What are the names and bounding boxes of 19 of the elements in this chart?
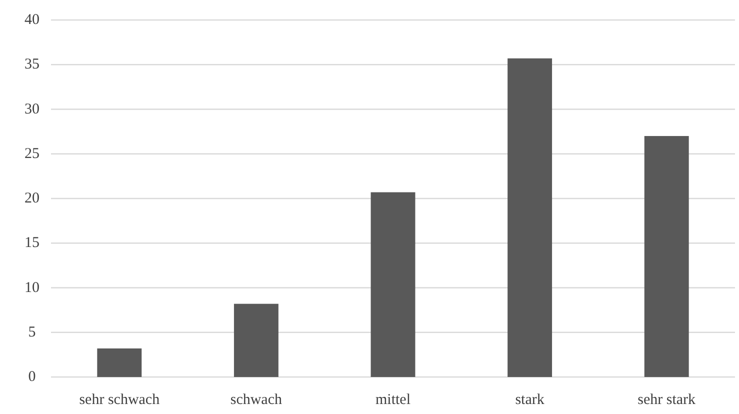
y-tick-label: 30 — [24, 101, 40, 118]
x-tick-label: sehr stark — [638, 392, 696, 408]
y-tick-label: 20 — [24, 190, 40, 206]
bar — [508, 58, 552, 377]
y-tick-label: 25 — [24, 146, 40, 162]
y-tick-label: 35 — [24, 56, 40, 73]
y-tick-label: 10 — [24, 280, 40, 296]
x-tick-label: mittel — [376, 392, 410, 408]
bar — [234, 304, 278, 377]
bar — [644, 136, 689, 377]
x-tick-label: sehr schwach — [79, 392, 160, 408]
y-tick-label: 40 — [24, 12, 40, 28]
bar — [370, 192, 416, 377]
x-tick-label: schwach — [230, 392, 283, 408]
bar — [97, 348, 142, 377]
y-tick-label: 5 — [28, 324, 36, 340]
x-tick-label: stark — [515, 392, 545, 408]
y-tick-label: 15 — [24, 235, 40, 252]
y-tick-label: 0 — [28, 369, 36, 385]
